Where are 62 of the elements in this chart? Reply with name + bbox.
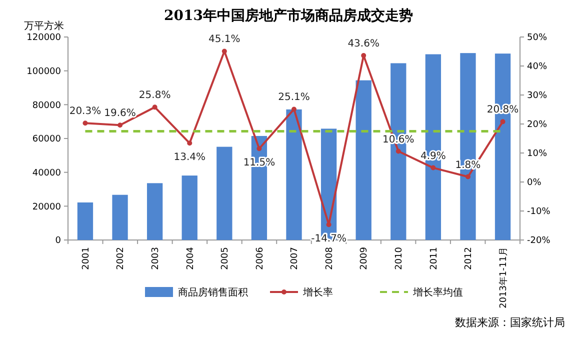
x-tick-label: 2004 — [186, 246, 196, 270]
point — [187, 140, 192, 146]
y2-tick-label: 0% — [527, 178, 542, 188]
bar — [216, 146, 232, 240]
point — [430, 165, 436, 170]
y2-tick-label: 50% — [527, 33, 548, 44]
data-label: 10.6% — [382, 134, 414, 146]
y-tick-label: 100000 — [26, 66, 62, 77]
y-tick-label: 80000 — [32, 100, 62, 111]
y2-tick-label: 40% — [527, 62, 548, 72]
y-axis-title: 万平方米 — [24, 20, 64, 32]
data-label: 45.1% — [208, 34, 240, 46]
y2-tick-label: 10% — [527, 149, 548, 160]
legend-label: 增长率 — [302, 286, 333, 298]
y-tick-label: 60000 — [32, 134, 62, 145]
source-note: 数据来源：国家统计局 — [455, 316, 565, 329]
x-tick-label: 2001 — [81, 247, 92, 270]
x-tick-label: 2002 — [116, 247, 126, 270]
legend-label: 商品房销售面积 — [178, 286, 248, 298]
x-tick-label: 2003 — [150, 247, 161, 270]
legend-label: 增长率均值 — [412, 286, 463, 298]
point — [256, 146, 262, 152]
y-tick-label: 40000 — [32, 168, 62, 178]
y2-tick-label: -10% — [527, 207, 551, 218]
point — [500, 119, 506, 124]
x-tick-label: 2012 — [464, 247, 474, 270]
data-label: 43.6% — [348, 38, 380, 50]
chart-title: 2013年中国房地产市场商品房成交走势 — [164, 7, 413, 24]
y2-tick-label: -20% — [527, 236, 551, 246]
x-tick-label: 2010 — [394, 246, 405, 270]
data-label: 20.3% — [69, 106, 102, 118]
data-label: 25.8% — [138, 90, 171, 102]
bar — [356, 80, 372, 240]
data-label: 25.1% — [278, 92, 310, 104]
y-tick-label: 20000 — [32, 202, 62, 212]
y-tick-label: 0 — [55, 236, 62, 246]
point — [465, 174, 470, 180]
point — [292, 106, 296, 112]
x-tick-label: 2006 — [255, 246, 266, 270]
y2-tick-label: 20% — [527, 120, 548, 130]
x-tick-label: 2008 — [324, 246, 335, 270]
x-tick-label: 2007 — [290, 247, 300, 270]
y-tick-label: 120000 — [26, 33, 62, 44]
point — [82, 120, 88, 126]
bar — [77, 202, 94, 240]
bar — [112, 194, 128, 240]
point — [326, 222, 332, 228]
point — [361, 53, 366, 58]
x-tick-label: 2005 — [220, 247, 231, 270]
data-label: -14.7% — [311, 234, 346, 245]
data-label: 13.4% — [174, 152, 206, 164]
x-tick-label: 2009 — [360, 246, 370, 270]
bar — [182, 176, 198, 240]
bar — [286, 109, 302, 240]
point — [396, 148, 401, 154]
bar — [146, 183, 163, 240]
y2-tick-label: 30% — [527, 91, 548, 102]
point — [118, 122, 123, 128]
x-tick-label: 2011 — [429, 247, 440, 270]
data-label: 19.6% — [104, 108, 136, 120]
x-tick-label: 2013年1-11月 — [498, 247, 509, 308]
point — [152, 104, 158, 110]
